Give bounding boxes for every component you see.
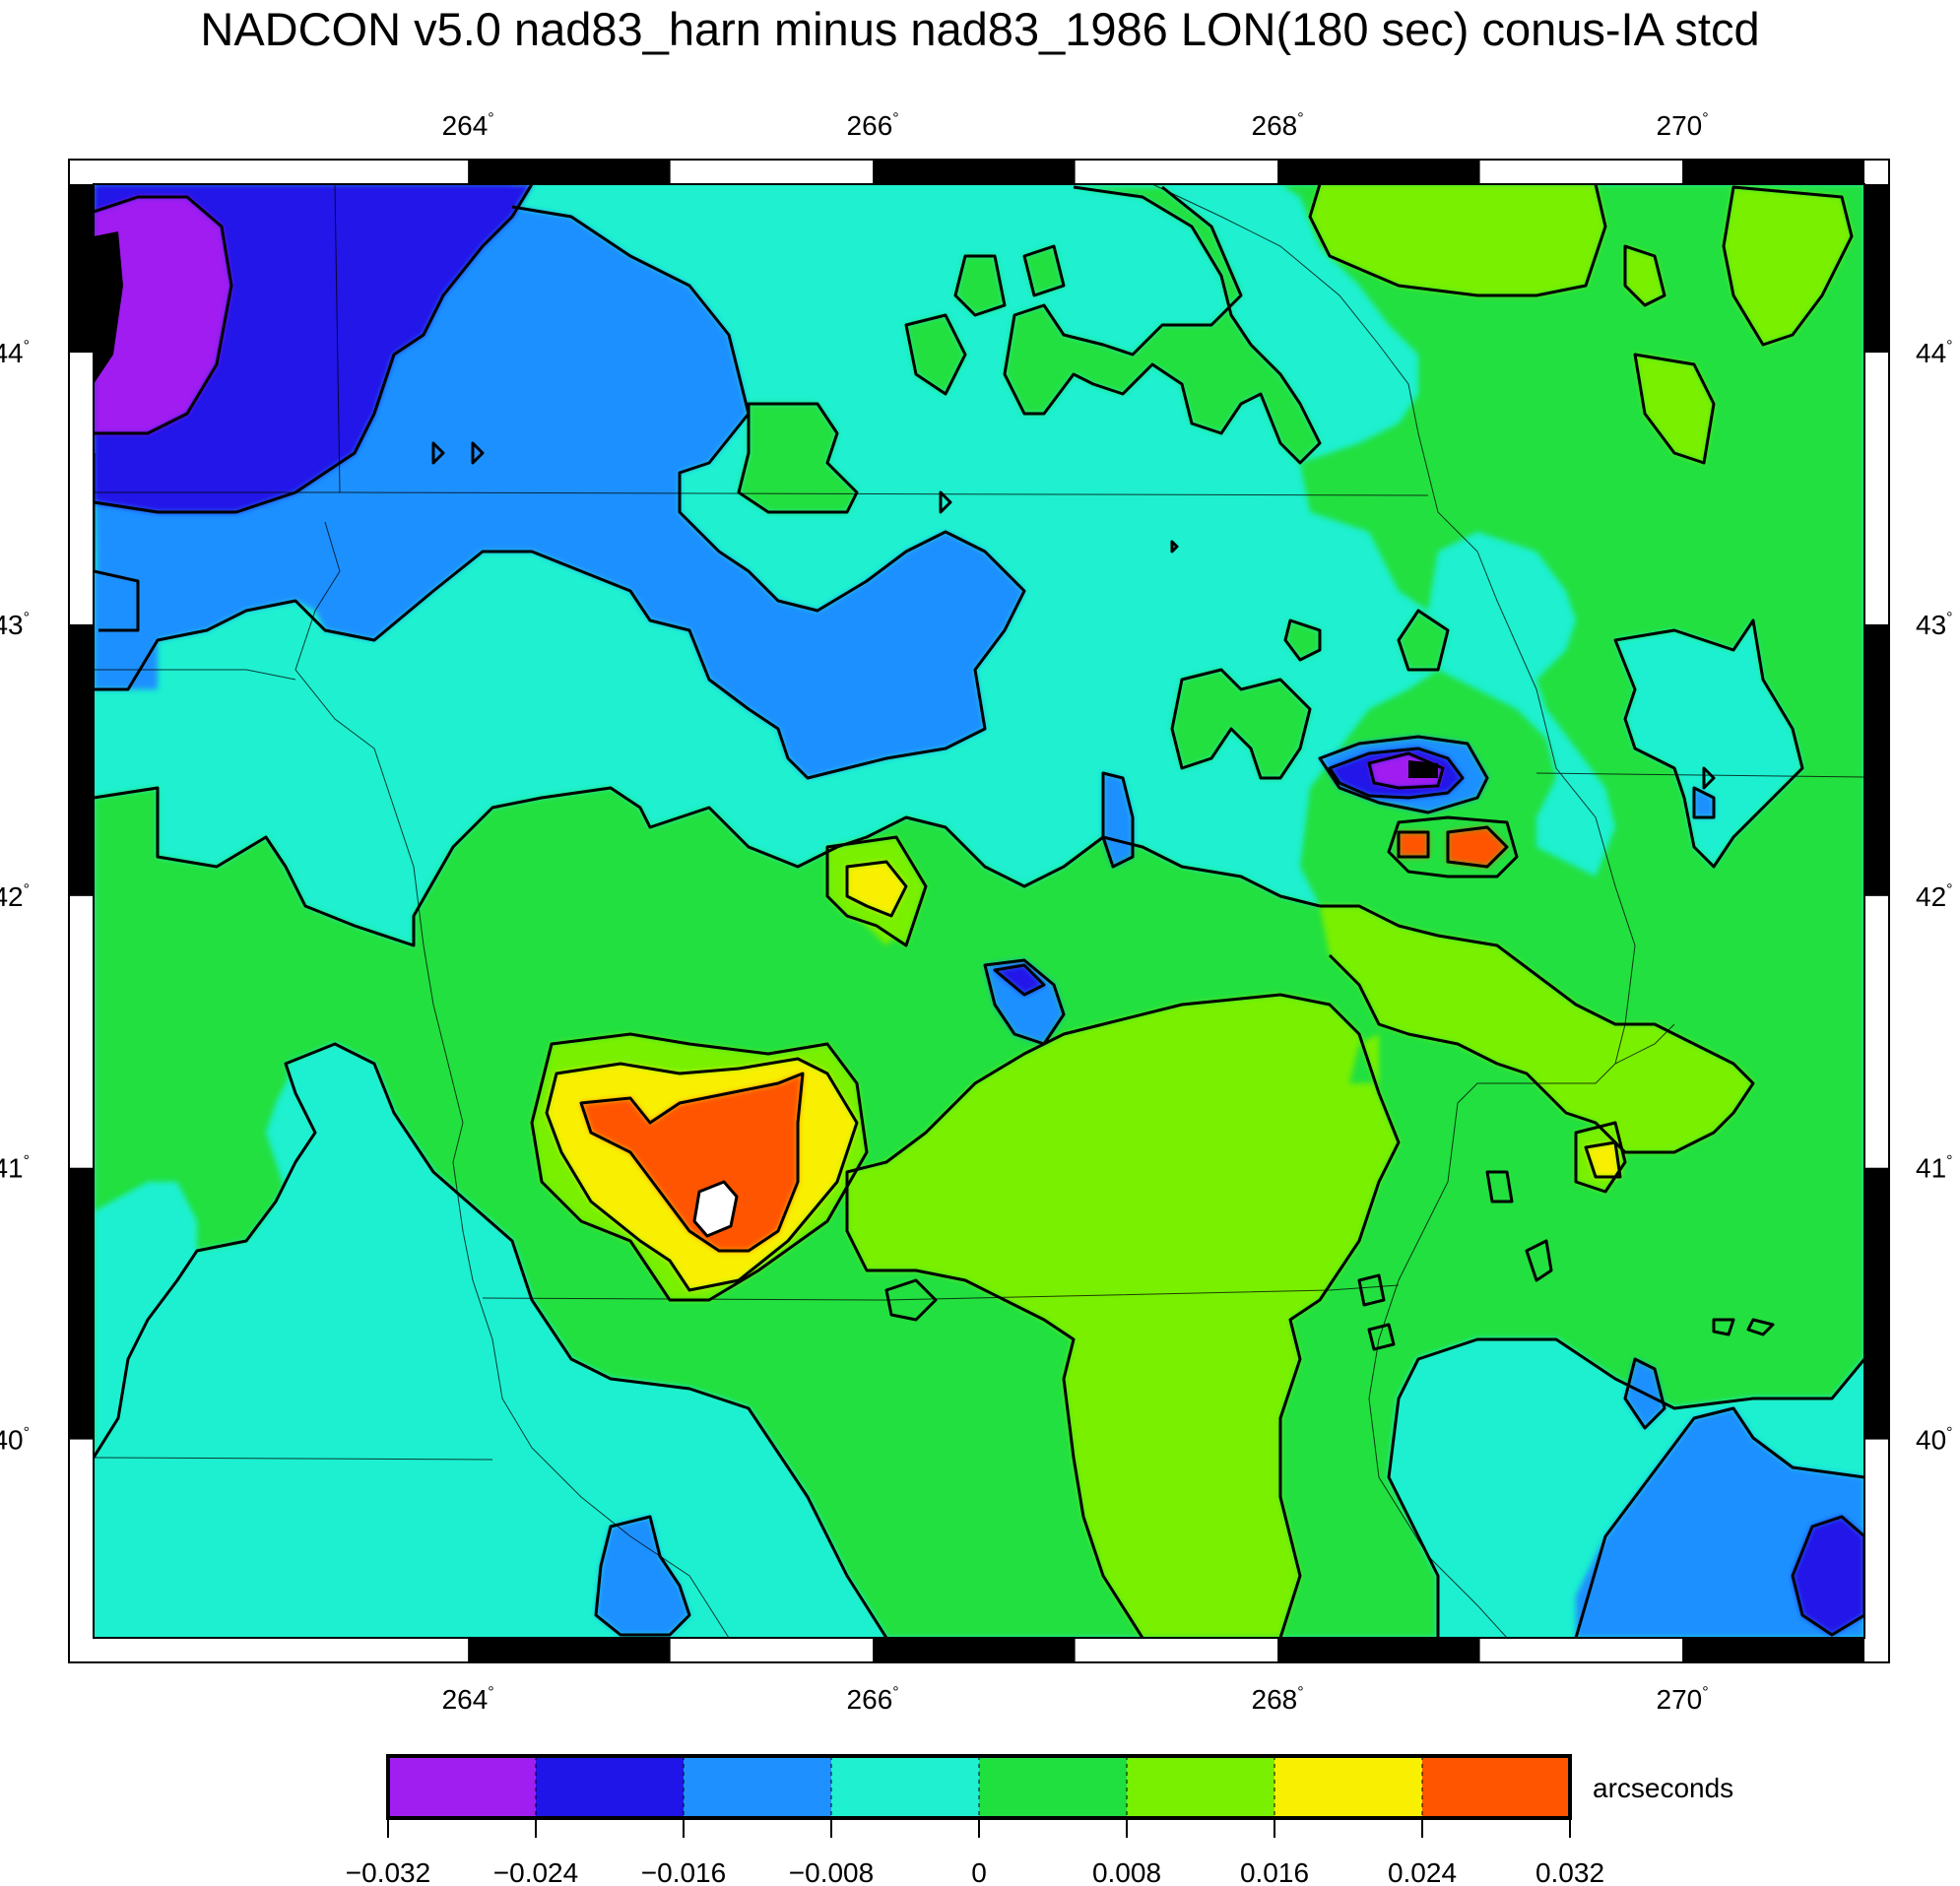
frame-bar-bottom	[1277, 1638, 1480, 1662]
lon-tick-label-top: 270°	[1657, 110, 1709, 141]
contour-lines	[94, 184, 1864, 1638]
colorbar-bin	[831, 1756, 979, 1818]
colorbar-bin	[979, 1756, 1127, 1818]
frame-bar-top	[468, 160, 671, 184]
colorbar-bin	[1127, 1756, 1274, 1818]
lon-tick-label-top: 264°	[442, 110, 494, 141]
lat-tick-label-left: 44°	[0, 338, 30, 368]
lat-tick-label-right: 40°	[1916, 1425, 1953, 1456]
frame-bar-right	[1864, 623, 1889, 896]
colorbar-bin	[1422, 1756, 1570, 1818]
map-frame	[68, 159, 1890, 1663]
colorbar: −0.032 −0.024 −0.016 −0.008 0 0.008 0.016 0.024…	[346, 1754, 1733, 1886]
field-white-peak	[694, 1182, 737, 1236]
frame-bar-bottom	[468, 1638, 671, 1662]
lon-tick-label-top: 266°	[847, 110, 899, 141]
lat-tick-label-right: 41°	[1916, 1153, 1953, 1184]
lat-tick-label-left: 41°	[0, 1153, 30, 1184]
lat-tick-label-right: 44°	[1916, 338, 1953, 368]
field-blue-sw	[596, 1517, 689, 1635]
colorbar-tick-label: 0	[971, 1857, 987, 1886]
frame-bar-bottom	[873, 1638, 1076, 1662]
lon-tick-label-bottom: 264°	[442, 1684, 494, 1715]
map-title: NADCON v5.0 nad83_harn minus nad83_1986 …	[200, 3, 1760, 55]
frame-bar-left	[69, 1167, 94, 1440]
colorbar-bin	[388, 1756, 536, 1818]
state-boundaries	[94, 184, 1864, 1638]
field-blue-se	[1576, 1359, 1864, 1638]
lat-tick-label-left: 42°	[0, 881, 30, 912]
colorbar-tick-label: −0.032	[346, 1857, 430, 1886]
colorbar-tick-label: 0.008	[1092, 1857, 1161, 1886]
field-blue-ne-anomaly	[985, 737, 1714, 1044]
colorbar-tick-label: 0.024	[1388, 1857, 1457, 1886]
field-green-central	[94, 184, 1864, 1638]
colorbar-tick-label: −0.016	[641, 1857, 726, 1886]
lon-tick-label-bottom: 268°	[1252, 1684, 1304, 1715]
frame-bar-left	[69, 623, 94, 896]
lon-tick-label-top: 268°	[1252, 110, 1304, 141]
map-plot-area	[94, 184, 1864, 1638]
colorbar-bin	[536, 1756, 684, 1818]
colorbar-tick-label: 0.016	[1240, 1857, 1309, 1886]
frame-bar-top	[873, 160, 1076, 184]
axis-labels: 264° 264° 266° 266° 268° 268° 270° 270° 40° 40° 41…	[0, 110, 1953, 1715]
lat-tick-label-left: 43°	[0, 610, 30, 640]
field-purple-nw	[94, 197, 231, 433]
frame-bar-right	[1864, 184, 1889, 354]
frame-bar-left	[69, 184, 94, 354]
field-lightgreen-ne	[1310, 184, 1852, 463]
colorbar-tick-label: −0.008	[789, 1857, 874, 1886]
lat-tick-label-right: 43°	[1916, 610, 1953, 640]
frame-bar-right	[1864, 1167, 1889, 1440]
lon-tick-label-bottom: 266°	[847, 1684, 899, 1715]
frame-bar-top	[1682, 160, 1864, 184]
field-green-blobs-north	[739, 187, 1448, 778]
colorbar-tick-label: −0.024	[493, 1857, 578, 1886]
lon-tick-label-bottom: 270°	[1657, 1684, 1709, 1715]
field-black-ne-anomaly	[1408, 760, 1438, 778]
colorbar-unit-label: arcseconds	[1593, 1773, 1733, 1803]
colorbar-bin	[684, 1756, 831, 1818]
colorbar-tick-label: 0.032	[1535, 1857, 1604, 1886]
frame-bar-top	[1277, 160, 1480, 184]
field-lightgreen-south	[837, 847, 1753, 1638]
lat-tick-label-right: 42°	[1916, 881, 1953, 912]
field-black-nw	[94, 231, 123, 384]
field-yellow-anomaly	[547, 862, 1620, 1290]
field-darkblue-se	[1793, 1517, 1864, 1635]
lat-tick-label-left: 40°	[0, 1425, 30, 1456]
field-cyan-south	[94, 1044, 1864, 1638]
frame-bar-bottom	[1682, 1638, 1864, 1662]
field-cyan-ne	[1615, 620, 1802, 867]
colorbar-bin	[1274, 1756, 1422, 1818]
